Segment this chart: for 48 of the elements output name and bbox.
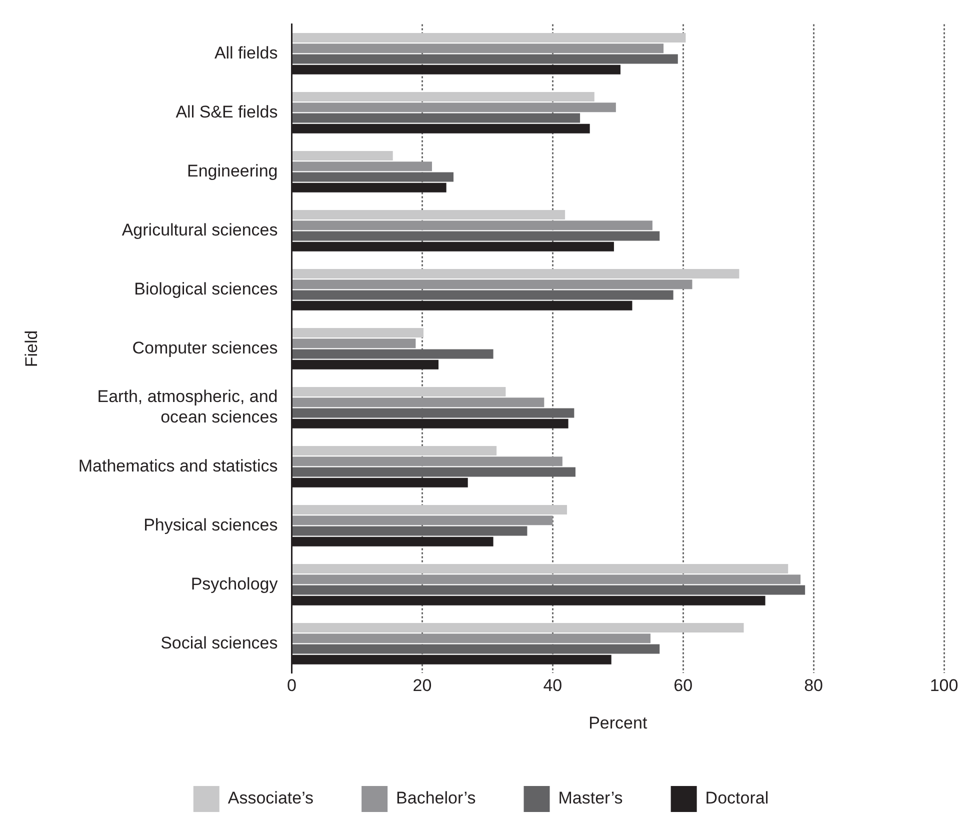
bar xyxy=(292,516,553,526)
bar xyxy=(292,504,567,515)
y-tick-label: Psychology xyxy=(190,574,278,594)
legend-label: Associate’s xyxy=(228,788,314,808)
y-tick-label: Computer sciences xyxy=(132,338,278,358)
bar xyxy=(292,574,801,584)
bar xyxy=(292,328,424,338)
bar xyxy=(292,622,744,633)
x-tick-label: 0 xyxy=(287,676,296,696)
x-axis-title: Percent xyxy=(588,713,648,732)
y-tick-label: All S&E fields xyxy=(176,102,278,122)
legend-label: Bachelor’s xyxy=(396,788,476,808)
bar xyxy=(292,32,686,43)
bar xyxy=(292,162,432,172)
bar xyxy=(292,102,616,112)
bar xyxy=(292,210,566,220)
x-tick-label: 60 xyxy=(674,676,693,696)
y-tick-label: Biological sciences xyxy=(134,279,278,298)
x-tick-label: 40 xyxy=(543,676,562,696)
legend-label: Doctoral xyxy=(705,788,769,808)
y-tick-label: Agricultural sciences xyxy=(122,220,278,240)
x-tick-label: 100 xyxy=(930,676,958,696)
bar xyxy=(292,150,393,161)
legend-label: Master’s xyxy=(558,788,623,808)
x-tick-label: 80 xyxy=(804,676,824,696)
bar xyxy=(292,268,740,279)
y-tick-label: All fields xyxy=(214,43,278,62)
bar xyxy=(292,408,574,418)
bar xyxy=(292,220,652,230)
bar xyxy=(292,456,562,466)
y-tick-label: Mathematics and statistics xyxy=(78,456,278,476)
bar xyxy=(292,92,594,102)
bar xyxy=(292,634,650,644)
y-tick-label: Engineering xyxy=(187,161,278,180)
bar xyxy=(292,280,692,290)
y-axis-title: Field xyxy=(22,330,41,368)
y-tick-label: Earth, atmospheric, and ocean sciences xyxy=(97,387,278,427)
y-tick-label: Physical sciences xyxy=(144,515,278,534)
y-tick-label: Social sciences xyxy=(160,633,278,652)
bar xyxy=(292,44,664,54)
bar xyxy=(292,338,416,348)
bar xyxy=(292,172,454,182)
bar xyxy=(292,386,506,397)
bar xyxy=(292,398,544,408)
bar xyxy=(292,446,497,456)
bar xyxy=(292,564,788,574)
bar xyxy=(292,644,660,654)
x-tick-label: 20 xyxy=(412,676,432,696)
